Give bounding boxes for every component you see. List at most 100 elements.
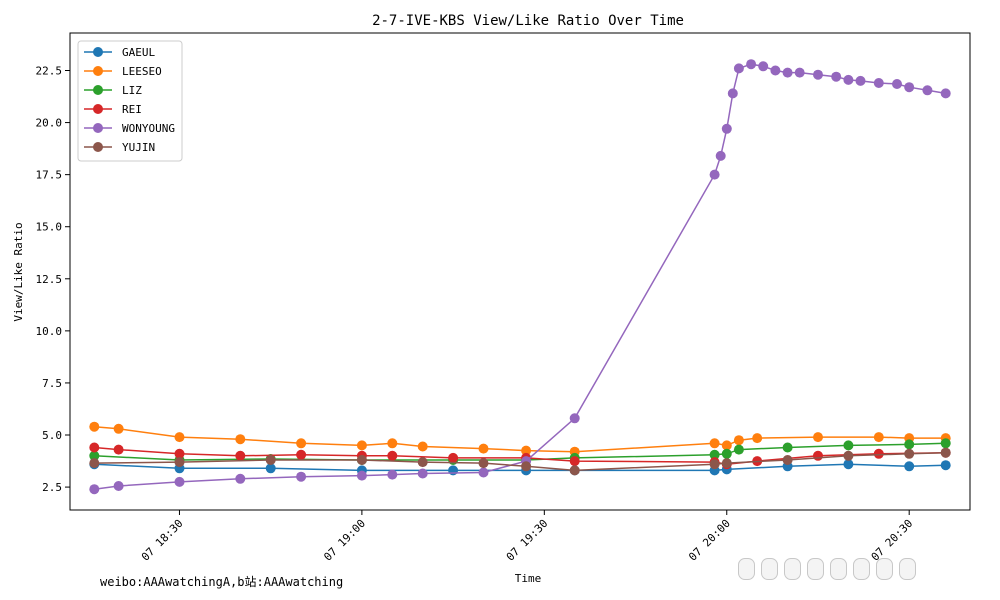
data-point <box>417 441 428 452</box>
data-point <box>770 65 781 76</box>
data-point <box>873 432 884 443</box>
data-point <box>174 448 185 459</box>
data-point <box>113 423 124 434</box>
data-point <box>721 448 732 459</box>
watermark-text: weibo:AAAwatchingA,b站:AAAwatching <box>100 575 344 589</box>
watermark-dot <box>761 558 778 580</box>
data-point <box>782 455 793 465</box>
legend-label: LIZ <box>122 84 142 97</box>
data-point <box>89 450 100 461</box>
y-tick-label: 5.0 <box>42 429 62 442</box>
data-point <box>296 449 307 460</box>
y-tick-label: 12.5 <box>36 273 63 286</box>
data-point <box>478 458 489 469</box>
data-point <box>235 473 246 484</box>
data-point <box>113 481 124 491</box>
y-tick-label: 20.0 <box>36 117 63 130</box>
data-point <box>521 445 532 456</box>
legend-marker <box>93 66 103 76</box>
y-tick-label: 15.0 <box>36 221 63 234</box>
data-point <box>721 123 732 134</box>
data-point <box>904 82 915 93</box>
data-point <box>940 88 951 99</box>
y-tick-label: 2.5 <box>42 481 62 494</box>
data-point <box>174 476 185 487</box>
legend-label: LEESEO <box>122 65 162 78</box>
legend-item: LEESEO <box>84 65 162 78</box>
series-yujin <box>89 447 951 476</box>
data-point <box>709 449 720 460</box>
x-tick-label: 07 20:30 <box>869 517 916 564</box>
data-point <box>709 459 720 470</box>
data-point <box>843 440 854 451</box>
data-point <box>813 450 823 461</box>
x-tick-label: 07 19:30 <box>504 517 551 564</box>
data-point <box>89 484 100 495</box>
data-point <box>356 455 367 465</box>
chart-title: 2-7-IVE-KBS View/Like Ratio Over Time <box>372 13 684 29</box>
data-point <box>813 432 823 443</box>
data-point <box>873 78 884 88</box>
data-point <box>940 438 951 449</box>
legend-item: LIZ <box>84 84 142 97</box>
data-point <box>843 459 854 470</box>
data-point <box>892 79 902 89</box>
data-point <box>758 61 769 72</box>
watermark-dot <box>899 558 916 580</box>
watermark-dot <box>784 558 801 580</box>
data-point <box>235 450 246 461</box>
data-point <box>265 463 276 474</box>
data-point <box>940 447 951 458</box>
x-tick-label: 07 18:30 <box>139 517 186 564</box>
data-point <box>855 75 866 86</box>
x-tick-label: 07 19:00 <box>321 517 368 564</box>
data-point <box>782 442 793 453</box>
series-line <box>94 442 946 461</box>
data-point <box>752 433 763 444</box>
data-point <box>265 455 276 465</box>
data-point <box>721 458 732 469</box>
legend-marker <box>93 142 103 152</box>
data-point <box>478 443 489 454</box>
data-point <box>831 71 842 82</box>
x-tick-label: 07 20:00 <box>686 517 733 564</box>
y-tick-label: 22.5 <box>36 64 63 77</box>
data-point <box>904 448 915 459</box>
series-wonyoung <box>89 59 951 495</box>
y-axis-label: View/Like Ratio <box>12 222 25 321</box>
data-point <box>843 450 854 461</box>
legend-marker <box>93 123 103 133</box>
watermark-dot <box>738 558 755 580</box>
data-point <box>727 88 738 99</box>
data-point <box>174 457 185 468</box>
data-point <box>235 434 246 445</box>
data-point <box>904 461 915 472</box>
data-point <box>721 440 732 451</box>
data-point <box>794 67 805 78</box>
data-point <box>904 439 915 450</box>
data-point <box>89 458 100 469</box>
data-point <box>733 444 744 455</box>
legend-label: YUJIN <box>122 141 155 154</box>
series-line <box>94 451 946 472</box>
legend-item: REI <box>84 103 142 116</box>
data-point <box>843 74 854 85</box>
legend: GAEUL LEESEO LIZ REI WONYOUNG YUJIN <box>77 40 183 162</box>
plot-area <box>89 59 951 495</box>
watermark-dot <box>853 558 870 580</box>
data-point <box>174 432 185 443</box>
data-point <box>709 438 720 449</box>
y-tick-label: 10.0 <box>36 325 63 338</box>
legend-marker <box>93 85 103 95</box>
data-point <box>478 467 489 478</box>
data-point <box>940 460 951 471</box>
series-leeseo <box>89 421 951 457</box>
data-point <box>873 448 884 459</box>
data-point <box>296 438 307 449</box>
data-point <box>746 59 757 70</box>
data-point <box>356 440 367 451</box>
legend-item: YUJIN <box>84 141 155 154</box>
y-tick-label: 17.5 <box>36 169 63 182</box>
data-point <box>569 413 580 424</box>
